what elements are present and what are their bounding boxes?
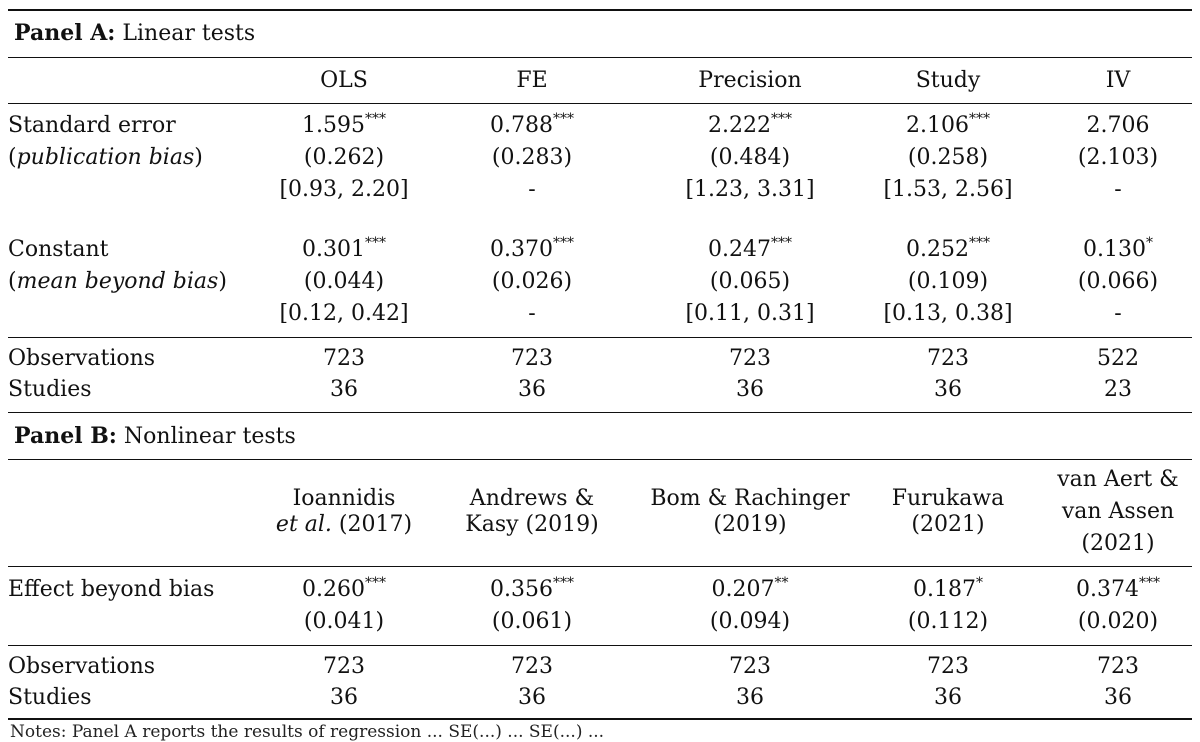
effect-estimate-ioannidis: 0.260***	[302, 575, 386, 602]
const-estimate-study: 0.252***	[906, 235, 990, 262]
panel-a-body-rule	[8, 337, 1192, 338]
effect-estimate-van-aert: 0.374***	[1076, 575, 1160, 602]
col-header-ols: OLS	[320, 68, 368, 93]
panel-a-header-rule	[8, 103, 1192, 104]
panel-a-title-rest: Linear tests	[115, 21, 256, 46]
panel-a-title-rule	[8, 57, 1192, 58]
effect-stderr-ioannidis: (0.041)	[303, 609, 385, 634]
col-header-ioannidis: Ioannidis et al. (2017)	[275, 486, 413, 537]
effect-stderr-andrews-kasy: (0.061)	[491, 609, 573, 634]
const-stderr-precision: (0.065)	[709, 269, 791, 294]
studies-b-furukawa: 36	[934, 685, 962, 710]
se-stderr-precision: (0.484)	[709, 145, 791, 170]
const-estimate-precision: 0.247***	[708, 235, 792, 262]
panel-b-header-rule	[8, 566, 1192, 567]
effect-estimate-furukawa: 0.187*	[913, 575, 983, 602]
obs-a-fe: 723	[511, 346, 553, 371]
panel-b-title-rest: Nonlinear tests	[116, 424, 296, 449]
row-label-studies-a: Studies	[8, 377, 92, 402]
obs-b-bom-rachinger: 723	[729, 654, 771, 679]
studies-a-precision: 36	[736, 377, 764, 402]
se-stderr-study: (0.258)	[907, 145, 989, 170]
table-notes: Notes: Panel A reports the results of re…	[10, 722, 605, 742]
row-sublabel-mean-beyond-bias: (mean beyond bias)	[8, 269, 227, 294]
row-label-observations-a: Observations	[8, 346, 156, 371]
row-label-effect-beyond-bias: Effect beyond bias	[8, 577, 215, 602]
se-estimate-ols: 1.595***	[302, 111, 386, 138]
obs-a-ols: 723	[323, 346, 365, 371]
se-ci-precision: [1.23, 3.31]	[685, 177, 815, 202]
studies-b-andrews-kasy: 36	[518, 685, 546, 710]
obs-b-ioannidis: 723	[323, 654, 365, 679]
const-ci-ols: [0.12, 0.42]	[279, 301, 409, 326]
panel-a-title-bold: Panel A:	[14, 20, 116, 46]
se-ci-ols: [0.93, 2.20]	[279, 177, 409, 202]
col-header-bom-rachinger: Bom & Rachinger (2019)	[650, 486, 850, 537]
col-header-iv: IV	[1105, 68, 1131, 93]
const-estimate-fe: 0.370***	[490, 235, 574, 262]
se-stderr-iv: (2.103)	[1077, 145, 1159, 170]
const-stderr-ols: (0.044)	[303, 269, 385, 294]
studies-a-ols: 36	[330, 377, 358, 402]
top-rule	[8, 9, 1192, 11]
bottom-rule	[8, 718, 1192, 720]
row-label-standard-error: Standard error	[8, 113, 176, 138]
const-estimate-ols: 0.301***	[302, 235, 386, 262]
obs-a-study: 723	[927, 346, 969, 371]
const-ci-precision: [0.11, 0.31]	[685, 301, 815, 326]
const-ci-study: [0.13, 0.38]	[883, 301, 1013, 326]
effect-estimate-andrews-kasy: 0.356***	[490, 575, 574, 602]
se-estimate-iv: 2.706	[1086, 113, 1150, 138]
const-stderr-study: (0.109)	[907, 269, 989, 294]
mean-beyond-bias-text: mean beyond bias	[16, 269, 219, 294]
se-stderr-fe: (0.283)	[491, 145, 573, 170]
se-ci-study: [1.53, 2.56]	[883, 177, 1013, 202]
se-estimate-study: 2.106***	[906, 111, 990, 138]
panel-b-top-rule	[8, 412, 1192, 413]
row-label-studies-b: Studies	[8, 685, 92, 710]
se-ci-iv: -	[1114, 177, 1122, 202]
panel-b-title-bold: Panel B:	[14, 423, 117, 449]
panel-b-body-rule	[8, 645, 1192, 646]
se-estimate-fe: 0.788***	[490, 111, 574, 138]
panel-a-title: Panel A: Linear tests	[14, 20, 255, 47]
obs-a-iv: 522	[1097, 346, 1139, 371]
studies-a-iv: 23	[1104, 377, 1132, 402]
studies-b-van-aert: 36	[1104, 685, 1132, 710]
const-stderr-iv: (0.066)	[1077, 269, 1159, 294]
obs-a-precision: 723	[729, 346, 771, 371]
col-header-andrews-kasy: Andrews & Kasy (2019)	[465, 486, 599, 537]
const-stderr-fe: (0.026)	[491, 269, 573, 294]
obs-b-van-aert: 723	[1097, 654, 1139, 679]
col-header-furukawa: Furukawa (2021)	[891, 486, 1005, 537]
panel-b-title: Panel B: Nonlinear tests	[14, 423, 296, 450]
studies-a-study: 36	[934, 377, 962, 402]
panel-b-title-rule	[8, 459, 1192, 460]
se-ci-fe: -	[528, 177, 536, 202]
studies-a-fe: 36	[518, 377, 546, 402]
effect-stderr-furukawa: (0.112)	[907, 609, 989, 634]
row-label-observations-b: Observations	[8, 654, 156, 679]
col-header-precision: Precision	[698, 68, 802, 93]
const-ci-fe: -	[528, 301, 536, 326]
const-estimate-iv: 0.130*	[1083, 235, 1153, 262]
studies-b-bom-rachinger: 36	[736, 685, 764, 710]
studies-b-ioannidis: 36	[330, 685, 358, 710]
obs-b-furukawa: 723	[927, 654, 969, 679]
col-header-fe: FE	[516, 68, 548, 93]
const-ci-iv: -	[1114, 301, 1122, 326]
col-header-study: Study	[915, 68, 981, 93]
effect-stderr-van-aert: (0.020)	[1077, 609, 1159, 634]
se-estimate-precision: 2.222***	[708, 111, 792, 138]
row-label-constant: Constant	[8, 237, 109, 262]
publication-bias-text: publication bias	[16, 145, 195, 170]
obs-b-andrews-kasy: 723	[511, 654, 553, 679]
effect-stderr-bom-rachinger: (0.094)	[709, 609, 791, 634]
se-stderr-ols: (0.262)	[303, 145, 385, 170]
col-header-van-aert-van-assen: van Aert & van Assen (2021)	[1057, 467, 1179, 556]
row-sublabel-publication-bias: (publication bias)	[8, 145, 203, 170]
effect-estimate-bom-rachinger: 0.207**	[711, 575, 789, 602]
